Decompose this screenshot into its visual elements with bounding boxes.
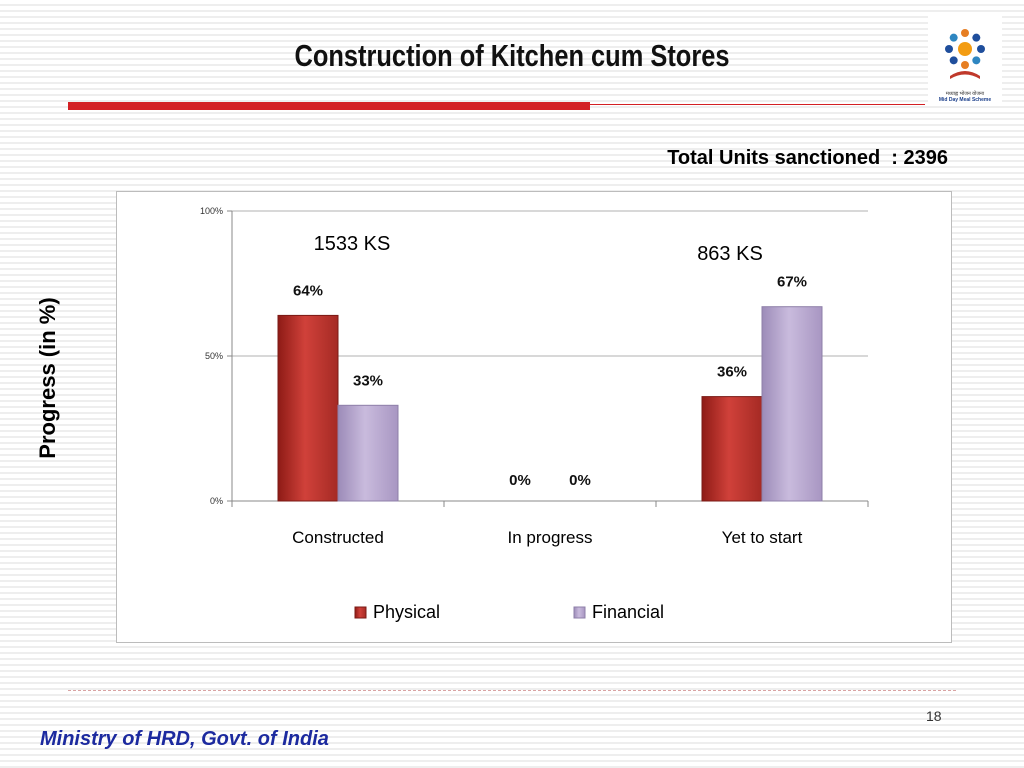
logo-emblem-icon (945, 29, 985, 79)
annotation-label: 1533 KS (314, 233, 391, 255)
logo-figure-icon (949, 33, 958, 42)
logo-figure-icon (945, 45, 953, 53)
bar-financial (761, 306, 823, 502)
mid-day-meal-logo: मध्याह्न भोजन योजना Mid Day Meal Scheme (928, 16, 1002, 106)
logo-figure-icon (972, 33, 981, 42)
y-axis-label: Progress (in %) (35, 297, 60, 459)
data-label: 33% (353, 372, 383, 389)
title-underline-bar (68, 102, 590, 110)
slide-title: Construction of Kitchen cum Stores (294, 38, 730, 73)
logo-hindi-text: मध्याह्न भोजन योजना (945, 91, 985, 97)
bar-physical (277, 314, 339, 502)
page-number: 18 (926, 708, 942, 724)
logo-english-text: Mid Day Meal Scheme (938, 97, 992, 103)
data-label: 0% (509, 472, 531, 489)
legend-swatch-physical (354, 606, 367, 619)
data-label: 67% (777, 274, 807, 291)
logo-figure-icon (961, 29, 969, 37)
y-tick-label: 50% (205, 351, 223, 361)
footer-organization: Ministry of HRD, Govt. of India (40, 728, 329, 750)
total-units-sanctioned: Total Units sanctioned : 2396 (667, 147, 948, 169)
logo-figure-icon (949, 56, 958, 65)
title-underline-line (590, 104, 925, 105)
data-label: 64% (293, 282, 323, 299)
chart-panel: 0% 50% 100% 64% 33% Constructed 0% 0% In progres… (116, 191, 952, 643)
data-label: 36% (717, 364, 747, 381)
bar-financial (337, 404, 399, 502)
x-category-label: In progress (507, 528, 592, 547)
logo-figure-icon (961, 61, 969, 69)
x-category-label: Yet to start (722, 528, 803, 547)
logo-figure-icon (977, 45, 985, 53)
data-label: 0% (569, 472, 591, 489)
legend-swatch-financial (573, 606, 586, 619)
logo-figure-icon (972, 56, 981, 65)
bar-physical (701, 396, 763, 502)
y-tick-label: 100% (200, 206, 223, 216)
x-category-label: Constructed (292, 528, 384, 547)
footer-divider (68, 690, 956, 691)
bar-chart: 0% 50% 100% 64% 33% Constructed 0% 0% In progres… (200, 206, 869, 622)
legend-label: Financial (592, 602, 664, 622)
y-tick-label: 0% (210, 496, 223, 506)
annotation-label: 863 KS (697, 243, 763, 265)
legend-label: Physical (373, 602, 440, 622)
